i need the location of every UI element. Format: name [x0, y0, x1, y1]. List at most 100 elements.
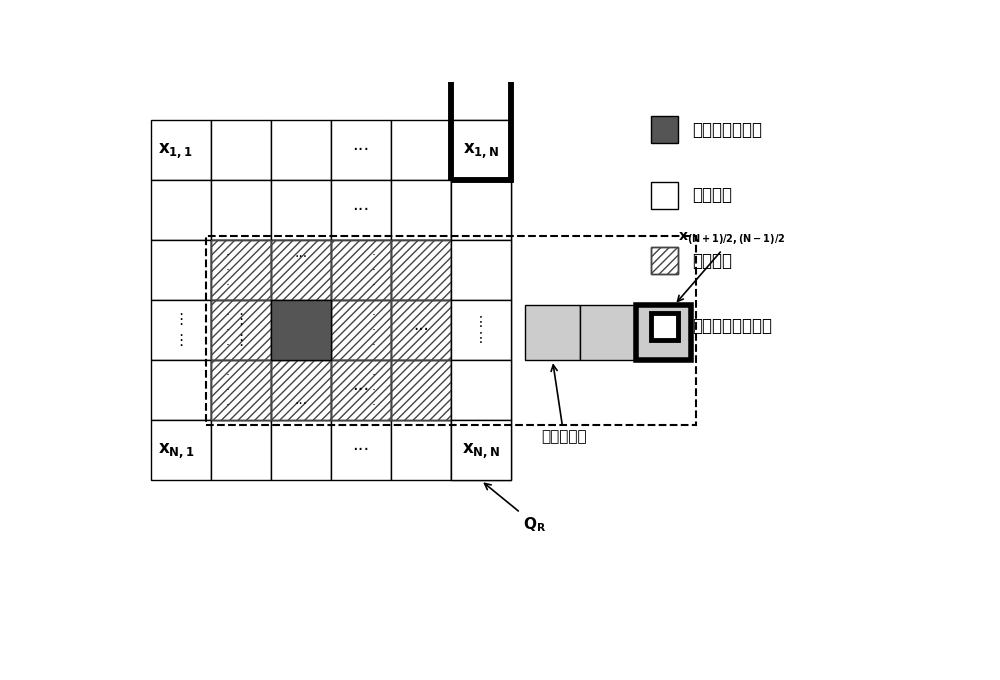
Text: ·
·
·: · · · — [225, 369, 229, 412]
Text: 保护单元: 保护单元 — [692, 252, 732, 270]
Text: ⋮
⋮: ⋮ ⋮ — [233, 312, 248, 348]
Bar — [391, 120, 451, 180]
Bar — [391, 240, 451, 301]
Bar — [525, 305, 580, 360]
Bar — [211, 240, 271, 301]
Bar — [451, 360, 511, 420]
Bar — [271, 240, 331, 301]
Bar — [451, 301, 511, 360]
Bar — [211, 360, 271, 420]
Text: ···: ··· — [352, 141, 369, 159]
Bar — [151, 420, 211, 481]
Text: ·
·
·: · · · — [225, 249, 229, 292]
Bar — [451, 301, 511, 360]
Bar — [211, 420, 271, 481]
Bar — [391, 301, 451, 360]
Text: ···: ··· — [352, 441, 369, 460]
Bar — [451, 180, 511, 240]
Bar — [211, 120, 271, 180]
Bar — [331, 240, 391, 301]
Bar — [211, 180, 271, 240]
Bar — [211, 301, 271, 360]
Bar — [151, 180, 211, 240]
Text: $\mathbf{x_{1,N}}$: $\mathbf{x_{1,N}}$ — [463, 141, 499, 160]
Text: $\mathbf{x_{1,1}}$: $\mathbf{x_{1,1}}$ — [158, 141, 193, 160]
Bar — [651, 116, 678, 143]
Bar — [271, 240, 331, 301]
Bar — [211, 360, 271, 420]
Bar — [271, 120, 331, 180]
Bar — [651, 247, 678, 274]
Bar — [206, 235, 696, 425]
Text: ·
·
·: · · · — [372, 309, 376, 352]
Bar — [331, 301, 391, 360]
Bar — [451, 0, 511, 180]
Bar — [331, 360, 391, 420]
Bar — [331, 180, 391, 240]
Text: ···: ··· — [352, 381, 369, 399]
Text: ···: ··· — [294, 396, 307, 411]
Bar — [451, 420, 511, 481]
Text: 参考单元: 参考单元 — [692, 186, 732, 204]
Text: ·
·
·: · · · — [372, 369, 376, 412]
Bar — [451, 240, 511, 301]
Bar — [151, 120, 211, 180]
Bar — [211, 240, 271, 301]
Bar — [451, 120, 511, 180]
Bar — [391, 420, 451, 481]
Bar — [331, 120, 391, 180]
Bar — [391, 360, 451, 420]
Bar — [451, 240, 511, 301]
Bar — [331, 360, 391, 420]
Bar — [211, 360, 271, 420]
Bar — [636, 305, 691, 360]
Text: $\mathbf{x_{(N+1)/2,(N-1)/2}}$: $\mathbf{x_{(N+1)/2,(N-1)/2}}$ — [678, 230, 785, 301]
Bar — [651, 247, 678, 274]
Text: ⋮
⋮: ⋮ ⋮ — [474, 316, 488, 345]
Bar — [211, 301, 271, 360]
Text: ·
·
·: · · · — [225, 309, 229, 352]
Bar — [271, 360, 331, 420]
Text: ·
·
·: · · · — [372, 249, 376, 292]
Bar — [451, 180, 511, 240]
Bar — [151, 240, 211, 301]
Text: $\mathbf{x_{N,1}}$: $\mathbf{x_{N,1}}$ — [158, 441, 194, 460]
Text: $\mathbf{Q_R}$: $\mathbf{Q_R}$ — [485, 483, 546, 534]
Bar — [151, 301, 211, 360]
Bar — [580, 305, 636, 360]
Bar — [651, 313, 678, 339]
Text: ⋮
⋮: ⋮ ⋮ — [173, 312, 188, 348]
Bar — [391, 360, 451, 420]
Bar — [331, 301, 391, 360]
Bar — [271, 360, 331, 420]
Bar — [271, 180, 331, 240]
Bar — [271, 240, 331, 301]
Bar — [451, 120, 511, 180]
Bar — [391, 240, 451, 301]
Bar — [271, 420, 331, 481]
Bar — [391, 301, 451, 360]
Bar — [331, 360, 391, 420]
Bar — [391, 360, 451, 420]
Text: 中心点序列: 中心点序列 — [541, 365, 587, 445]
Bar — [331, 240, 391, 301]
Bar — [151, 360, 211, 420]
Bar — [636, 305, 691, 360]
Bar — [391, 240, 451, 301]
Bar — [271, 301, 331, 360]
Bar — [331, 301, 391, 360]
Bar — [451, 360, 511, 420]
Bar — [331, 240, 391, 301]
Bar — [271, 301, 331, 360]
Text: ···: ··· — [413, 322, 429, 339]
Bar — [211, 301, 271, 360]
Text: $\mathbf{x_{N,N}}$: $\mathbf{x_{N,N}}$ — [462, 441, 500, 460]
Bar — [391, 301, 451, 360]
Text: 数据组织模块输出: 数据组织模块输出 — [692, 317, 772, 335]
Bar — [271, 360, 331, 420]
Text: ···: ··· — [352, 201, 369, 219]
Bar — [651, 182, 678, 209]
Bar — [211, 240, 271, 301]
Text: 中心待检测单元: 中心待检测单元 — [692, 121, 762, 139]
Text: ···: ··· — [294, 250, 307, 264]
